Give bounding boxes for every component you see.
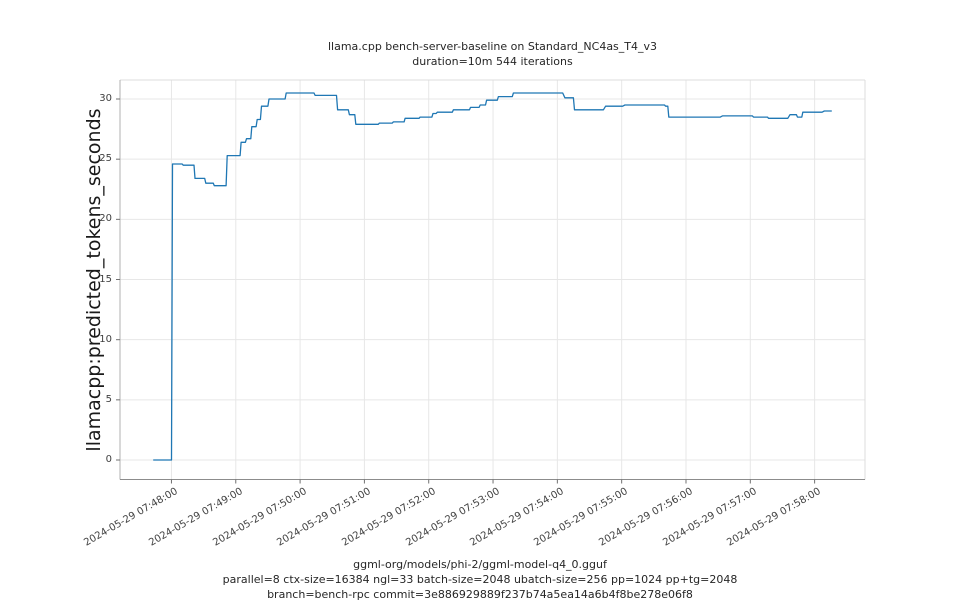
y-tick-label: 0 <box>105 454 112 465</box>
y-tick-label: 15 <box>99 273 112 285</box>
series-line <box>153 92 832 461</box>
caption-branch-commit: branch=bench-rpc commit=3e886929889f237b… <box>267 588 693 600</box>
y-tick-label: 30 <box>99 93 112 104</box>
chart-title-block: llama.cpp bench-server-baseline on Stand… <box>120 39 865 69</box>
caption-model-path: ggml-org/models/phi-2/ggml-model-q4_0.gg… <box>353 558 607 571</box>
caption-bench-params: parallel=8 ctx-size=16384 ngl=33 batch-s… <box>222 573 738 586</box>
chart-caption-block: ggml-org/models/phi-2/ggml-model-q4_0.gg… <box>0 557 960 600</box>
y-tick-label: 25 <box>99 153 112 165</box>
y-tick-label: 20 <box>99 213 112 225</box>
chart-title: llama.cpp bench-server-baseline on Stand… <box>327 40 658 53</box>
chart-subtitle: duration=10m 544 iterations <box>412 55 573 68</box>
y-tick-label: 10 <box>99 333 112 345</box>
y-tick-label: 5 <box>105 393 112 405</box>
